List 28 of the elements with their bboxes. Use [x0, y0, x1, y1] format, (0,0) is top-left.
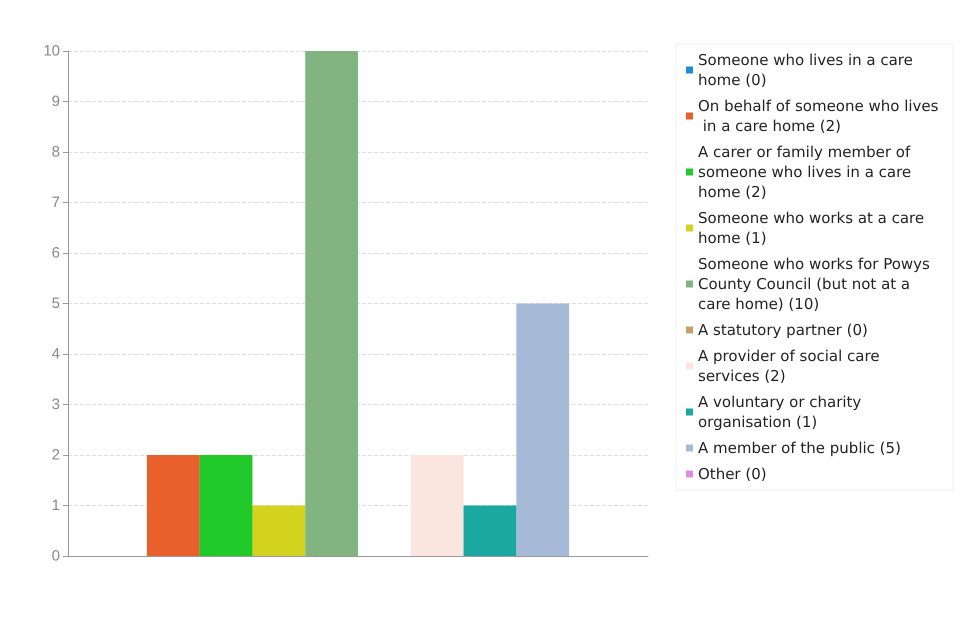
bar — [410, 455, 464, 556]
legend-label: A statutory partner (0) — [698, 321, 868, 339]
y-tick-label: 0 — [52, 548, 60, 564]
bar — [516, 304, 570, 556]
legend-label: Someone who lives in a care home (0) — [698, 51, 918, 89]
y-tick-label: 1 — [52, 497, 60, 514]
legend-label: A carer or family member of someone who lives in a care home (2) — [698, 143, 916, 201]
y-tick-label: 6 — [52, 244, 60, 262]
y-tick-label: 3 — [52, 396, 60, 413]
y-tick-label: 7 — [52, 194, 60, 211]
legend-label: Someone who works at a care home (1) — [698, 209, 929, 247]
y-tick-label: 10 — [43, 42, 60, 60]
legend-label: A member of the public (5) — [698, 439, 901, 457]
y-tick-label: 4 — [52, 346, 60, 362]
y-tick-label: 5 — [52, 295, 60, 312]
y-tick-label: 9 — [52, 93, 60, 110]
legend-label: A provider of social care services (2) — [698, 347, 884, 385]
legend-label: Other (0) — [698, 465, 767, 483]
bar — [252, 506, 306, 556]
y-tick-label: 2 — [52, 446, 60, 464]
legend-label: A voluntary or charity organisation (1) — [698, 393, 866, 431]
bar — [464, 506, 516, 556]
bar — [146, 455, 200, 556]
bar — [305, 51, 358, 556]
legend-label: Someone who works for Powys County Council (but not at a care home) (10) — [698, 255, 935, 313]
y-tick-label: 8 — [52, 144, 60, 160]
bar — [200, 455, 252, 556]
legend-label: On behalf of someone who lives in a care home (2) — [698, 97, 939, 135]
